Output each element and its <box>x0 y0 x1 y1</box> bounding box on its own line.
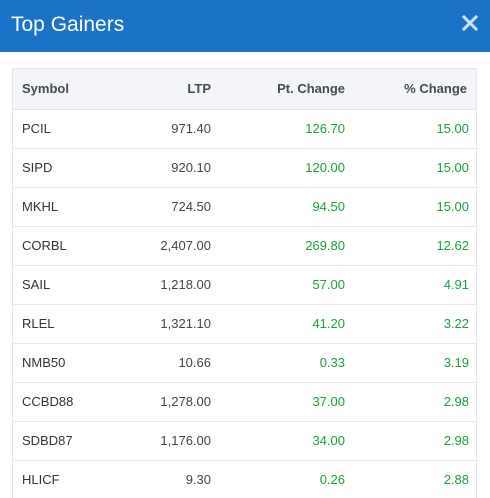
ltp-cell: 971.40 <box>122 109 221 149</box>
pct-change-cell: 15.00 <box>355 148 476 188</box>
table-row[interactable]: HLICF 9.30 0.26 2.88 <box>13 460 476 498</box>
symbol-cell: SDBD87 <box>13 421 122 461</box>
ltp-cell: 1,218.00 <box>122 265 221 305</box>
ltp-cell: 1,321.10 <box>122 304 221 344</box>
column-header-symbol[interactable]: Symbol <box>13 69 122 110</box>
table-row[interactable]: MKHL 724.50 94.50 15.00 <box>13 187 476 227</box>
table-row[interactable]: PCIL 971.40 126.70 15.00 <box>13 109 476 149</box>
table-header-row: Symbol LTP Pt. Change % Change <box>13 69 476 110</box>
ltp-cell: 10.66 <box>122 343 221 383</box>
table-row[interactable]: CCBD88 1,278.00 37.00 2.98 <box>13 382 476 422</box>
pt-change-cell: 34.00 <box>221 421 355 461</box>
pct-change-cell: 3.19 <box>355 343 476 383</box>
pct-change-cell: 15.00 <box>355 187 476 227</box>
column-header-pt-change[interactable]: Pt. Change <box>221 69 355 110</box>
pct-change-cell: 2.98 <box>355 382 476 422</box>
pt-change-cell: 37.00 <box>221 382 355 422</box>
pct-change-cell: 15.00 <box>355 109 476 149</box>
table-row[interactable]: SIPD 920.10 120.00 15.00 <box>13 148 476 188</box>
pct-change-cell: 2.98 <box>355 421 476 461</box>
symbol-cell: CCBD88 <box>13 382 122 422</box>
symbol-cell: RLEL <box>13 304 122 344</box>
pt-change-cell: 120.00 <box>221 148 355 188</box>
ltp-cell: 1,278.00 <box>122 382 221 422</box>
table-row[interactable]: SDBD87 1,176.00 34.00 2.98 <box>13 421 476 461</box>
table-row[interactable]: NMB50 10.66 0.33 3.19 <box>13 343 476 383</box>
symbol-cell: CORBL <box>13 226 122 266</box>
symbol-cell: SAIL <box>13 265 122 305</box>
gainers-table-container: Symbol LTP Pt. Change % Change PCIL 971.4… <box>12 68 477 498</box>
ltp-cell: 724.50 <box>122 187 221 227</box>
symbol-cell: PCIL <box>13 109 122 149</box>
pt-change-cell: 94.50 <box>221 187 355 227</box>
close-icon[interactable] <box>460 13 480 33</box>
pct-change-cell: 3.22 <box>355 304 476 344</box>
symbol-cell: HLICF <box>13 460 122 498</box>
column-header-pct-change[interactable]: % Change <box>355 69 476 110</box>
ltp-cell: 9.30 <box>122 460 221 498</box>
pt-change-cell: 41.20 <box>221 304 355 344</box>
ltp-cell: 1,176.00 <box>122 421 221 461</box>
column-header-ltp[interactable]: LTP <box>122 69 221 110</box>
table-row[interactable]: SAIL 1,218.00 57.00 4.91 <box>13 265 476 305</box>
pt-change-cell: 126.70 <box>221 109 355 149</box>
pt-change-cell: 0.33 <box>221 343 355 383</box>
ltp-cell: 2,407.00 <box>122 226 221 266</box>
symbol-cell: NMB50 <box>13 343 122 383</box>
pt-change-cell: 269.80 <box>221 226 355 266</box>
ltp-cell: 920.10 <box>122 148 221 188</box>
table-row[interactable]: CORBL 2,407.00 269.80 12.62 <box>13 226 476 266</box>
table-row[interactable]: RLEL 1,321.10 41.20 3.22 <box>13 304 476 344</box>
modal-title: Top Gainers <box>11 13 125 36</box>
symbol-cell: MKHL <box>13 187 122 227</box>
table-body: PCIL 971.40 126.70 15.00 SIPD 920.10 120.00 15.… <box>13 109 476 498</box>
pct-change-cell: 4.91 <box>355 265 476 305</box>
pt-change-cell: 57.00 <box>221 265 355 305</box>
pct-change-cell: 2.88 <box>355 460 476 498</box>
pt-change-cell: 0.26 <box>221 460 355 498</box>
pct-change-cell: 12.62 <box>355 226 476 266</box>
modal-header: Top Gainers <box>0 0 490 52</box>
symbol-cell: SIPD <box>13 148 122 188</box>
gainers-table: Symbol LTP Pt. Change % Change PCIL 971.4… <box>13 69 476 498</box>
